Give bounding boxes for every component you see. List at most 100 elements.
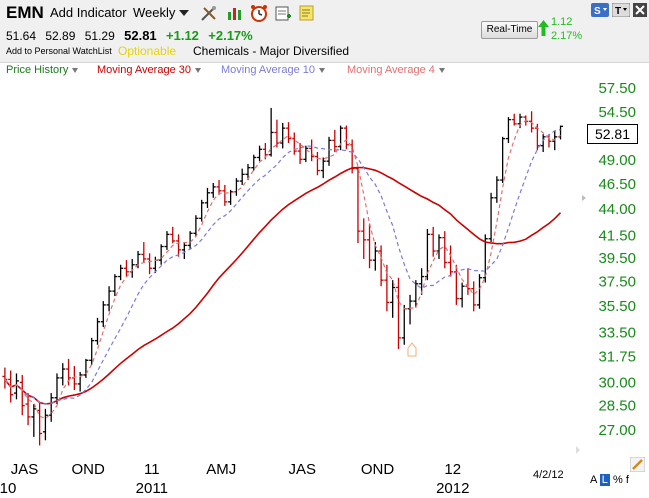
y-tick-label: 57.50	[598, 80, 636, 97]
drawing-tools-icon[interactable]	[200, 4, 218, 22]
price-bar	[442, 231, 448, 269]
scroll-arrow-icon[interactable]	[582, 195, 586, 201]
price-bar	[257, 145, 263, 162]
price-bar	[361, 218, 367, 259]
quote-line: 51.64 52.89 51.29 52.81 +1.12 +2.17%	[6, 28, 259, 43]
x-tick-label: 12	[444, 461, 461, 478]
price-bar	[181, 242, 187, 259]
chart-toolbar	[0, 0, 649, 63]
price-bar	[436, 234, 442, 259]
price-bar	[413, 280, 419, 308]
svg-text:S: S	[594, 6, 601, 17]
change-pct-value: +2.17%	[208, 28, 253, 43]
price-bar	[210, 182, 216, 198]
price-bar	[291, 132, 297, 155]
date-label: 4/2/12	[533, 469, 564, 481]
price-bar	[48, 393, 54, 422]
realtime-change-pct: 2.17%	[551, 30, 583, 42]
add-indicator-button[interactable]: Add Indicator	[50, 5, 127, 20]
price-bars	[2, 107, 564, 446]
price-bar	[320, 157, 326, 179]
price-bar	[123, 260, 129, 277]
add-to-watchlist-link[interactable]: Add to Personal WatchList	[6, 46, 112, 56]
chevron-down-icon[interactable]	[179, 10, 189, 16]
price-bar	[280, 123, 286, 149]
symbol-search-icon[interactable]: S	[591, 3, 609, 17]
legend-ma4[interactable]: Moving Average 4	[347, 64, 445, 76]
price-bar	[505, 117, 511, 144]
price-bar	[71, 366, 77, 391]
legend-ma10-label: Moving Average 10	[221, 64, 315, 76]
chevron-down-icon[interactable]	[438, 67, 445, 73]
symbol-label[interactable]: EMN	[6, 3, 44, 22]
open-value: 51.64	[6, 29, 37, 43]
price-bar	[245, 163, 251, 181]
pencil-icon[interactable]	[630, 457, 645, 472]
price-bar	[83, 358, 89, 378]
log-scale-button[interactable]: L	[599, 474, 610, 486]
ma4-line	[4, 119, 561, 420]
notes-icon[interactable]	[298, 4, 316, 22]
price-bar	[448, 245, 454, 277]
chevron-down-icon[interactable]	[72, 67, 79, 73]
legend-price-history-label: Price History	[6, 64, 69, 76]
chevron-down-icon[interactable]	[318, 67, 325, 73]
price-bar	[204, 187, 210, 208]
low-value: 51.29	[84, 29, 115, 43]
price-bar	[233, 178, 239, 196]
price-chart[interactable]: 57.5054.5051.5049.0046.5044.0041.5039.50…	[0, 78, 649, 498]
price-bar	[54, 373, 60, 405]
price-bar	[89, 337, 95, 365]
y-tick-label: 49.00	[598, 152, 636, 169]
price-bar	[338, 125, 344, 151]
legend-ma10[interactable]: Moving Average 10	[221, 64, 325, 76]
price-bar	[395, 277, 401, 349]
price-bar	[37, 402, 43, 446]
chart-style-icon[interactable]	[226, 4, 244, 22]
moving-averages	[4, 119, 562, 420]
price-bar	[141, 242, 147, 263]
x-axis: JAS OND 11 AMJ JAS OND 12 10 2011 2012	[0, 461, 469, 497]
price-bar	[390, 280, 396, 318]
price-bar	[193, 215, 199, 237]
price-bar	[494, 176, 500, 203]
price-bar	[424, 228, 430, 281]
price-bar	[77, 371, 83, 392]
full-scale-button[interactable]: f	[625, 474, 629, 486]
industry-label[interactable]: Chemicals - Major Diversified	[193, 44, 350, 58]
alert-clock-icon[interactable]	[250, 4, 268, 22]
add-to-list-icon[interactable]	[274, 4, 292, 22]
percent-scale-button[interactable]: %	[612, 474, 623, 486]
svg-text:T: T	[615, 6, 621, 17]
x-tick-label: JAS	[11, 461, 39, 478]
scroll-arrow-icon[interactable]	[576, 446, 580, 454]
ma10-line	[4, 129, 561, 405]
price-bar	[471, 281, 477, 312]
y-tick-label: 35.50	[598, 298, 636, 315]
high-value: 52.89	[45, 29, 76, 43]
y-tick-label: 54.50	[598, 104, 636, 121]
earnings-marker[interactable]	[407, 342, 417, 357]
x-tick-label: JAS	[289, 461, 317, 478]
period-select[interactable]: Weekly	[133, 5, 176, 20]
legend-ma30[interactable]: Moving Average 30	[97, 64, 201, 76]
price-bar	[274, 119, 280, 148]
close-icon[interactable]	[633, 3, 647, 17]
y-tick-label: 46.50	[598, 176, 636, 193]
price-bar	[488, 192, 494, 243]
realtime-button[interactable]: Real-Time	[481, 21, 538, 39]
price-bar	[453, 264, 459, 305]
y-tick-label: 30.00	[598, 374, 636, 391]
price-bar	[314, 152, 320, 176]
auto-scale-button[interactable]: A	[590, 474, 597, 486]
y-tick-label: 28.50	[598, 398, 636, 415]
price-bar	[112, 274, 118, 297]
price-bar	[355, 166, 361, 244]
optionable-label: Optionable	[118, 44, 177, 58]
legend-price-history[interactable]: Price History	[6, 64, 79, 76]
chevron-down-icon[interactable]	[194, 67, 201, 73]
price-bar	[100, 301, 106, 328]
trade-icon[interactable]: T	[612, 3, 630, 17]
price-bar	[118, 264, 124, 281]
price-bar	[286, 122, 291, 144]
